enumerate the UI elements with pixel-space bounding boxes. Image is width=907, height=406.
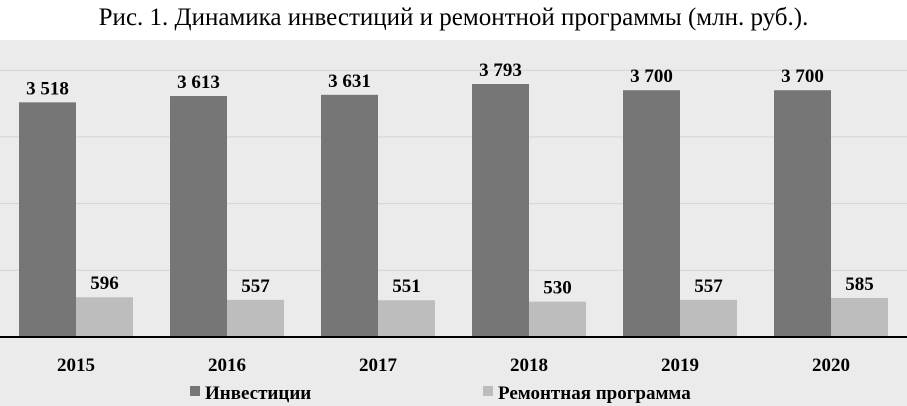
plot-area: 3 518 596 3 613 557 3 631 551 3 793 530 3 700 557… (0, 40, 907, 406)
data-label-repair-program-2018: 530 (543, 278, 572, 299)
bar-investments-2017 (321, 94, 378, 337)
category-label-2016: 2016 (208, 355, 246, 376)
data-label-investments-2020: 3 700 (781, 66, 824, 87)
legend-swatch-investments (190, 386, 200, 396)
chart-title: Рис. 1. Динамика инвестиций и ремонтной … (98, 4, 809, 31)
bar-chart: 3 518 596 3 613 557 3 631 551 3 793 530 3 700 557… (0, 60, 907, 404)
category-label-2019: 2019 (661, 355, 699, 376)
bar-investments-2019 (623, 90, 680, 338)
bar-investments-2018 (472, 84, 529, 337)
bar-repair-program-2015 (76, 297, 133, 337)
legend-label-repair-program: Ремонтная программа (498, 383, 691, 404)
legend: Инвестиции Ремонтная программа (190, 383, 691, 404)
data-label-investments-2018: 3 793 (479, 60, 522, 81)
data-label-investments-2016: 3 613 (177, 72, 220, 93)
bar-investments-2020 (774, 90, 831, 338)
gridlines (0, 69, 907, 338)
data-label-investments-2015: 3 518 (26, 78, 69, 99)
category-label-2017: 2017 (359, 355, 398, 376)
category-label-2015: 2015 (57, 355, 95, 376)
bar-repair-program-2016 (227, 299, 284, 337)
category-label-2020: 2020 (812, 355, 850, 376)
category-label-2018: 2018 (510, 355, 548, 376)
legend-swatch-repair-program (483, 386, 493, 396)
bar-investments-2016 (170, 96, 227, 337)
data-label-repair-program-2015: 596 (90, 273, 119, 294)
data-label-repair-program-2016: 557 (241, 276, 270, 297)
bar-repair-program-2019 (680, 299, 737, 337)
data-label-repair-program-2020: 585 (845, 274, 874, 295)
legend-label-investments: Инвестиции (205, 383, 311, 404)
bar-repair-program-2020 (831, 297, 888, 337)
data-label-repair-program-2017: 551 (392, 276, 421, 297)
data-label-investments-2017: 3 631 (328, 71, 371, 92)
bar-repair-program-2017 (378, 300, 435, 337)
data-labels: 3 518 596 3 613 557 3 631 551 3 793 530 3 700 557… (26, 60, 874, 299)
data-label-repair-program-2019: 557 (694, 276, 723, 297)
bars (19, 84, 888, 338)
data-label-investments-2019: 3 700 (630, 66, 673, 87)
bar-investments-2015 (19, 102, 76, 337)
category-labels: 2015 2016 2017 2018 2019 2020 (57, 355, 850, 376)
bar-repair-program-2018 (529, 301, 586, 337)
